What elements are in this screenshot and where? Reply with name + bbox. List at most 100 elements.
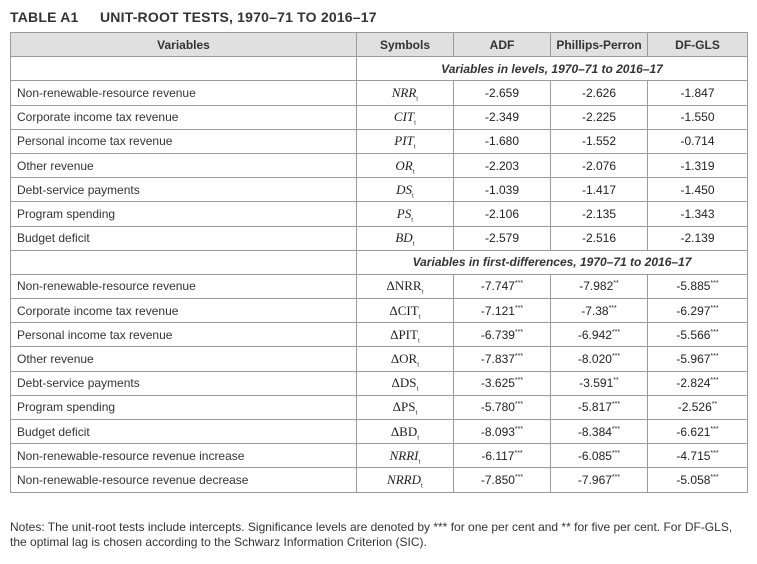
adf-cell: -2.579 <box>453 225 551 251</box>
pp-value: -7.982 <box>579 279 614 294</box>
dfgls-cell: -1.550 <box>647 104 748 130</box>
symbol-cell: CITt <box>356 104 454 130</box>
symbol-text: ΔNRR <box>386 278 422 294</box>
symbol-text: ΔDS <box>391 375 417 391</box>
pp-value: -2.225 <box>581 110 617 125</box>
table-title-text: UNIT-ROOT TESTS, 1970–71 TO 2016–17 <box>100 9 377 25</box>
symbol-subscript: t <box>417 336 420 345</box>
symbol-subscript: t <box>418 457 421 466</box>
symbol-cell: ΔPITt <box>356 322 454 348</box>
section-heading: Variables in levels, 1970–71 to 2016–17 <box>356 56 748 82</box>
symbol-cell: BDt <box>356 225 454 251</box>
adf-cell: -2.106 <box>453 201 551 227</box>
pp-cell: -7.38*** <box>550 298 648 324</box>
pp-cell: -7.967*** <box>550 467 648 493</box>
adf-cell: -1.680 <box>453 128 551 154</box>
adf-cell: -2.659 <box>453 80 551 106</box>
adf-cell: -2.203 <box>453 152 551 179</box>
symbol-cell: PSt <box>356 201 454 227</box>
dfgls-cell: -5.058*** <box>647 467 748 493</box>
dfgls-cell: -4.715*** <box>647 443 748 469</box>
symbol-text: PS <box>396 205 412 221</box>
header-phillips-perron: Phillips-Perron <box>550 31 648 58</box>
symbol-text: PIT <box>394 133 414 149</box>
pp-cell: -6.085*** <box>550 443 648 469</box>
dfgls-value: -1.550 <box>680 110 715 125</box>
adf-significance: *** <box>514 377 524 385</box>
symbol-text: ΔPS <box>392 399 416 415</box>
adf-cell: -6.739*** <box>453 322 551 348</box>
dfgls-value: -1.343 <box>680 206 715 221</box>
dfgls-cell: -0.714 <box>647 128 748 154</box>
symbol-cell: ΔBDt <box>356 418 454 445</box>
dfgls-cell: -2.526** <box>647 394 748 421</box>
adf-significance: *** <box>514 449 523 457</box>
table-row: Corporate income tax revenue ΔCITt -7.121*… <box>10 298 748 324</box>
header-row: Variables Symbols ADF Phillips-Perron DF… <box>10 31 748 58</box>
adf-value: -7.837 <box>480 352 515 367</box>
pp-cell: -1.552 <box>550 128 648 154</box>
table-row: Debt-service payments DSt -1.039 -1.417 -1.4… <box>10 177 748 203</box>
symbol-cell: NRRt <box>356 80 454 106</box>
symbol-subscript: t <box>416 384 419 393</box>
symbol-subscript: t <box>416 94 419 103</box>
symbol-cell: PITt <box>356 128 454 154</box>
symbol-cell: NRRDt <box>356 467 454 493</box>
section-heading: Variables in first-differences, 1970–71 … <box>356 249 748 275</box>
adf-value: -2.349 <box>484 110 520 125</box>
variable-cell: Program spending <box>10 394 357 421</box>
table-row: Program spending ΔPSt -5.780*** -5.817*** -2… <box>10 394 748 421</box>
pp-cell: -3.591** <box>550 370 648 396</box>
dfgls-significance: ** <box>711 401 718 409</box>
dfgls-cell: -1.450 <box>647 177 748 203</box>
symbol-subscript: t <box>413 142 416 151</box>
symbol-cell: ΔPSt <box>356 394 454 421</box>
adf-cell: -7.121*** <box>453 298 551 324</box>
symbol-text: BD <box>395 230 413 246</box>
dfgls-value: -6.297 <box>676 303 711 318</box>
adf-value: -1.680 <box>484 134 520 149</box>
adf-cell: -7.850*** <box>453 467 551 493</box>
pp-cell: -8.020*** <box>550 346 648 372</box>
dfgls-value: -2.139 <box>680 231 715 246</box>
adf-value: -6.739 <box>480 327 515 342</box>
dfgls-value: -5.566 <box>676 327 711 342</box>
adf-value: -6.117 <box>481 448 515 463</box>
pp-value: -6.085 <box>577 448 612 463</box>
adf-cell: -7.837*** <box>453 346 551 372</box>
table-row: Debt-service payments ΔDSt -3.625*** -3.591… <box>10 370 748 396</box>
symbol-text: NRRI <box>389 447 419 463</box>
pp-cell: -6.942*** <box>550 322 648 348</box>
symbol-subscript: t <box>417 433 420 442</box>
adf-significance: *** <box>514 328 524 336</box>
variable-cell: Corporate income tax revenue <box>10 298 357 324</box>
variable-cell: Budget deficit <box>10 418 357 445</box>
symbol-subscript: t <box>411 191 414 200</box>
pp-value: -8.384 <box>577 424 612 439</box>
header-adf: ADF <box>453 31 551 58</box>
symbol-subscript: t <box>417 360 420 369</box>
symbol-cell: ΔORt <box>356 346 454 372</box>
dfgls-value: -6.621 <box>676 424 711 439</box>
symbol-subscript: t <box>421 481 423 490</box>
dfgls-cell: -1.343 <box>647 201 748 227</box>
header-variables: Variables <box>10 31 357 58</box>
pp-significance: *** <box>611 328 621 336</box>
pp-significance: ** <box>613 280 619 288</box>
variable-cell: Personal income tax revenue <box>10 322 357 348</box>
dfgls-value: -1.319 <box>680 158 715 173</box>
pp-value: -2.076 <box>581 158 617 173</box>
symbol-cell: DSt <box>356 177 454 203</box>
adf-cell: -8.093*** <box>453 418 551 445</box>
adf-value: -7.747 <box>480 279 515 294</box>
pp-significance: ** <box>613 377 619 385</box>
pp-significance: *** <box>611 425 621 433</box>
adf-significance: *** <box>514 401 524 409</box>
dfgls-cell: -1.847 <box>647 80 748 106</box>
table-row: Non-renewable-resource revenue increase N… <box>10 443 748 469</box>
variable-cell: Other revenue <box>10 346 357 372</box>
table-row: Budget deficit BDt -2.579 -2.516 -2.139 <box>10 225 748 251</box>
dfgls-cell: -5.885*** <box>647 273 748 300</box>
pp-cell: -2.626 <box>550 80 648 106</box>
table-row: Budget deficit ΔBDt -8.093*** -8.384*** -6.6… <box>10 418 748 445</box>
